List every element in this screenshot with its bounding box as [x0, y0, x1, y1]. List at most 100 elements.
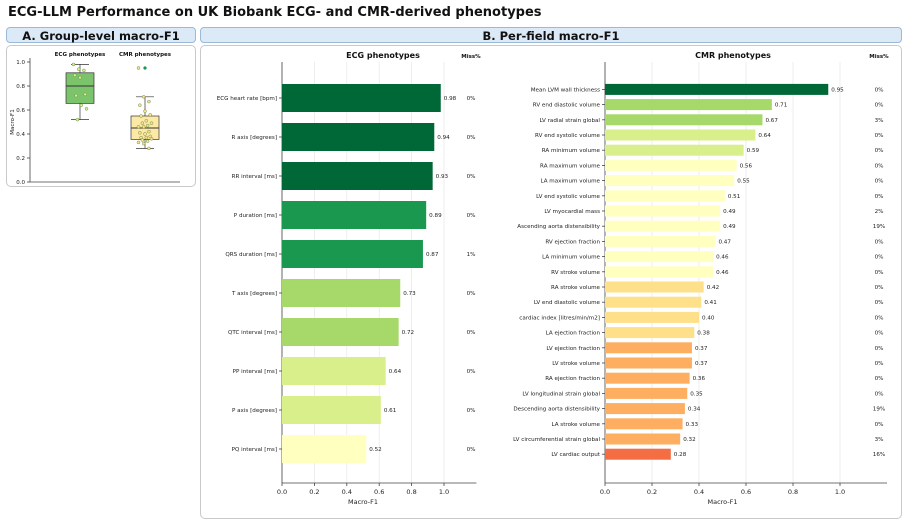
cmr-category-label: RV end diastolic volume [533, 103, 601, 109]
cmr-bar [605, 372, 690, 384]
box-y-tick-label: 0.2 [16, 156, 25, 162]
box-point [73, 73, 77, 77]
box-point [74, 93, 78, 98]
cmr-miss-value: 0% [875, 179, 884, 185]
cmr-value-label: 0.41 [704, 300, 717, 306]
cmr-category-label: LA stroke volume [551, 422, 600, 428]
box-point [141, 125, 146, 129]
cmr-category-label: LV end diastolic volume [534, 300, 601, 306]
cmr-value-label: 0.32 [683, 437, 695, 443]
cmr-miss-value: 16% [873, 452, 885, 458]
cmr-bar [605, 311, 699, 323]
ecg-miss-value: 0% [467, 408, 476, 414]
ecg-category-label: QRS duration [ms] [225, 252, 277, 258]
cmr-bar [605, 266, 714, 278]
ecg-x-tick-label: 1.0 [439, 488, 449, 496]
box-point [149, 137, 154, 141]
cmr-value-label: 0.95 [831, 87, 844, 93]
cmr-miss-value: 0% [875, 346, 884, 352]
box-point [76, 67, 81, 71]
cmr-value-label: 0.34 [688, 407, 701, 413]
cmr-value-label: 0.37 [695, 361, 708, 367]
cmr-value-label: 0.46 [716, 270, 729, 276]
box-point [147, 146, 151, 151]
cmr-value-label: 0.37 [695, 346, 708, 352]
ecg-bar [282, 84, 441, 112]
box-point [140, 138, 145, 142]
cmr-x-tick-label: 0.8 [788, 488, 798, 496]
cmr-category-label: RA minimum volume [542, 148, 601, 154]
cmr-bar [605, 129, 756, 141]
cmr-category-label: LV end systolic volume [536, 194, 600, 200]
cmr-category-label: LA ejection fraction [546, 331, 601, 337]
cmr-bar [605, 175, 735, 187]
cmr-bar [605, 327, 695, 339]
ecg-value-label: 0.87 [426, 252, 439, 258]
box-point [141, 141, 146, 146]
ecg-miss-value: 0% [467, 330, 476, 336]
cmr-miss-value: 0% [875, 270, 884, 276]
cmr-miss-value: 2% [875, 209, 884, 215]
cmr-value-label: 0.49 [723, 209, 736, 215]
cmr-miss-value: 0% [875, 87, 884, 93]
ecg-category-label: QTC interval [ms] [228, 330, 277, 336]
cmr-category-label: LV myocardial mass [544, 209, 600, 215]
cmr-miss-value: 0% [875, 194, 884, 200]
box-y-tick-label: 0.0 [16, 180, 25, 186]
cmr-category-label: LV ejection fraction [546, 346, 600, 352]
cmr-miss-value: 0% [875, 255, 884, 261]
cmr-category-label: LV stroke volume [552, 361, 600, 367]
cmr-miss-value: 0% [875, 331, 884, 337]
cmr-bar [605, 281, 704, 293]
ecg-miss-value: 0% [467, 369, 476, 375]
ecg-bar [282, 279, 401, 307]
cmr-bar [605, 99, 772, 111]
cmr-miss-value: 0% [875, 422, 884, 428]
box-point [144, 119, 149, 123]
cmr-value-label: 0.33 [686, 422, 699, 428]
box-point [149, 121, 154, 125]
box-point [144, 135, 149, 140]
ecg-category-label: ECG heart rate [bpm] [217, 96, 277, 102]
cmr-x-axis-label: Macro-F1 [707, 498, 737, 506]
box-point [145, 139, 150, 143]
box-point [138, 103, 142, 107]
box-y-tick-label: 1.0 [16, 60, 25, 66]
cmr-category-label: Mean LVM wall thickness [531, 87, 600, 93]
cmr-miss-value: 0% [875, 300, 884, 306]
cmr-category-label: Descending aorta distensibility [513, 407, 600, 413]
box-y-tick-label: 0.6 [16, 108, 25, 114]
cmr-miss-value: 19% [873, 224, 885, 230]
cmr-category-label: RA stroke volume [551, 285, 601, 291]
box-point [82, 68, 86, 73]
cmr-miss-value: 0% [875, 376, 884, 382]
ecg-miss-value: 0% [467, 213, 476, 219]
ecg-miss-value: 0% [467, 174, 476, 180]
cmr-value-label: 0.47 [718, 239, 731, 245]
ecg-category-label: R axis [degrees] [231, 135, 277, 141]
ecg-title: ECG phenotypes [346, 51, 420, 60]
ecg-category-label: P duration [ms] [234, 213, 277, 219]
cmr-value-label: 0.67 [765, 118, 778, 124]
ecg-bar [282, 318, 399, 346]
box-point [136, 125, 141, 129]
ecg-category-label: P axis [degrees] [232, 408, 277, 414]
box-point [145, 123, 150, 128]
cmr-bar [605, 220, 721, 232]
cmr-bar [605, 114, 763, 126]
box-point [140, 121, 145, 125]
ecg-x-tick-label: 0.0 [277, 488, 287, 496]
box-y-tick-label: 0.8 [16, 84, 25, 90]
box-point [75, 117, 80, 122]
cmr-miss-value: 0% [875, 103, 884, 109]
ecg-category-label: PQ interval [ms] [232, 447, 277, 453]
cmr-category-label: LV cardiac output [551, 452, 600, 458]
ecg-miss-value: 0% [467, 447, 476, 453]
box-point [148, 113, 152, 117]
cmr-category-label: RA maximum volume [540, 163, 601, 169]
ecg-value-label: 0.61 [384, 408, 397, 414]
ecg-bar [282, 396, 381, 424]
cmr-category-label: LA maximum volume [540, 179, 600, 185]
cmr-x-tick-label: 0.4 [694, 488, 704, 496]
box-point [83, 92, 87, 97]
